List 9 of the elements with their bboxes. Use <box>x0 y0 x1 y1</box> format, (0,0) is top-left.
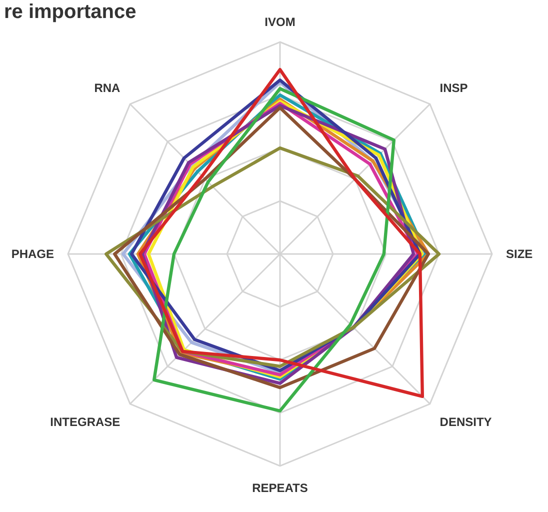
spoke-label: REPEATS <box>252 481 308 495</box>
spoke-label: INSP <box>440 81 468 96</box>
spoke-label: RNA <box>94 81 121 96</box>
spoke-label: INTEGRASE <box>50 414 120 429</box>
spoke-label: PHAGE <box>11 247 54 261</box>
spoke-label: SIZE <box>506 247 533 261</box>
spoke-label: DENSITY <box>440 414 492 429</box>
chart-title: re importance <box>4 1 136 23</box>
spoke-label: IVOM <box>264 15 296 29</box>
